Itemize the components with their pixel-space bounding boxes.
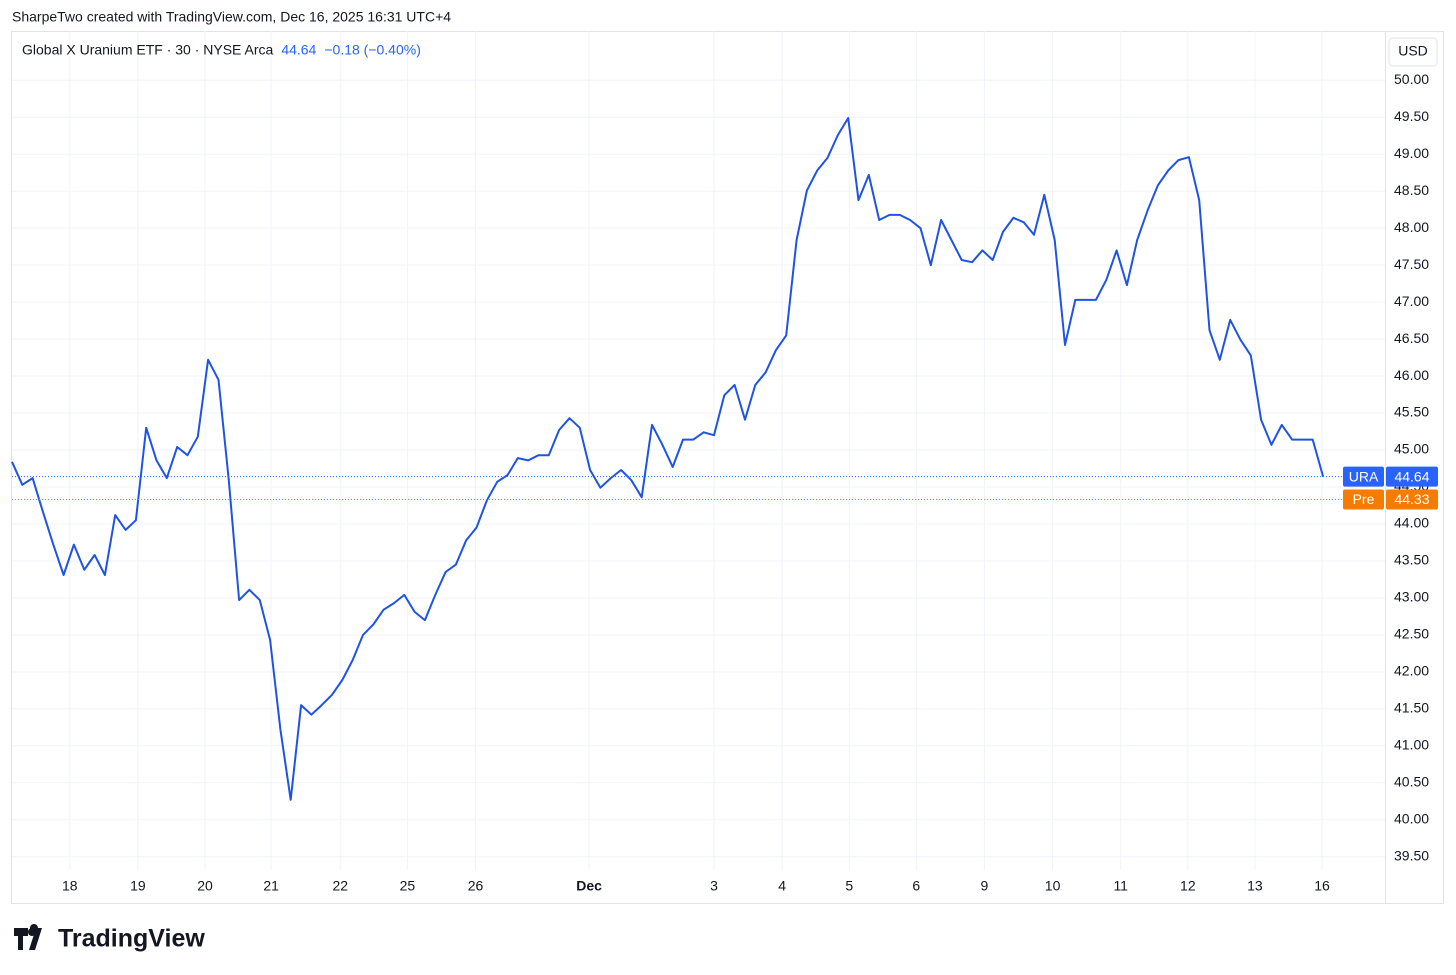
y-tick-label: 42.50 (1394, 626, 1429, 642)
price-tag-value: 44.33 (1394, 491, 1429, 507)
y-tick-label: 40.00 (1394, 810, 1429, 826)
y-tick-label: 43.50 (1394, 552, 1429, 568)
x-tick-label: 26 (468, 878, 484, 894)
x-tick-label: 21 (263, 878, 279, 894)
x-tick-label: 6 (912, 878, 920, 894)
x-tick-label: Dec (576, 878, 602, 894)
currency: USD (1398, 43, 1428, 59)
y-tick-label: 46.50 (1394, 330, 1429, 346)
y-tick-label: 40.50 (1394, 773, 1429, 789)
x-tick-label: 4 (778, 878, 786, 894)
y-tick-label: 48.50 (1394, 182, 1429, 198)
y-tick-label: 47.50 (1394, 256, 1429, 272)
price-tag-value-box (1386, 489, 1438, 510)
price-tag-name: URA (1349, 468, 1379, 484)
price-change: −0.18 (−0.40%) (324, 42, 421, 58)
logo-text: TradingView (58, 925, 205, 953)
y-tick-label: 42.00 (1394, 663, 1429, 679)
y-tick-label: 44.00 (1394, 515, 1429, 531)
x-tick-label: 13 (1247, 878, 1263, 894)
attribution: SharpeTwo created with TradingView.com, … (12, 9, 451, 25)
grid (12, 31, 1385, 870)
chart-title: Global X Uranium ETF · 30 · NYSE Arca (22, 42, 274, 58)
y-tick-label: 45.50 (1394, 404, 1429, 420)
y-tick-label: 47.00 (1394, 293, 1429, 309)
x-tick-label: 12 (1180, 878, 1196, 894)
last-price: 44.64 (281, 42, 316, 58)
x-tick-label: 9 (981, 878, 989, 894)
price-line (11, 117, 1325, 801)
axes: 39.50 40.00 40.50 41.00 41.50 42.00 42.50 43.00… (62, 71, 1438, 894)
x-tick-label: 22 (332, 878, 348, 894)
x-tick-label: 19 (130, 878, 146, 894)
y-tick-label: 46.00 (1394, 367, 1429, 383)
y-tick-label: 48.00 (1394, 219, 1429, 235)
x-tick-label: 18 (62, 878, 78, 894)
price-tag-name-box (1343, 489, 1384, 510)
y-tick-label: 50.00 (1394, 71, 1429, 87)
chart-frame (11, 31, 1444, 904)
price-tag-name: Pre (1353, 491, 1375, 507)
y-tick-label: 41.00 (1394, 736, 1429, 752)
x-tick-label: 16 (1314, 878, 1330, 894)
y-tick-label: 41.50 (1394, 700, 1429, 716)
x-tick-label: 3 (710, 878, 718, 894)
logo-mark (14, 924, 42, 950)
plot (11, 117, 1385, 801)
y-tick-label: 39.50 (1394, 847, 1429, 863)
x-tick-label: 10 (1045, 878, 1061, 894)
price-tag-name-box (1343, 466, 1384, 487)
price-tag-value: 44.64 (1394, 468, 1429, 484)
y-tick-label: 45.00 (1394, 441, 1429, 457)
currency-box[interactable] (1388, 37, 1438, 67)
x-tick-label: 5 (845, 878, 853, 894)
y-tick-label: 49.50 (1394, 108, 1429, 124)
price-tag-value-box (1386, 466, 1438, 487)
x-tick-label: 25 (400, 878, 416, 894)
x-tick-label: 20 (197, 878, 213, 894)
x-tick-label: 11 (1113, 878, 1128, 894)
y-tick-label: 43.00 (1394, 589, 1429, 605)
y-tick-label: 49.00 (1394, 145, 1429, 161)
